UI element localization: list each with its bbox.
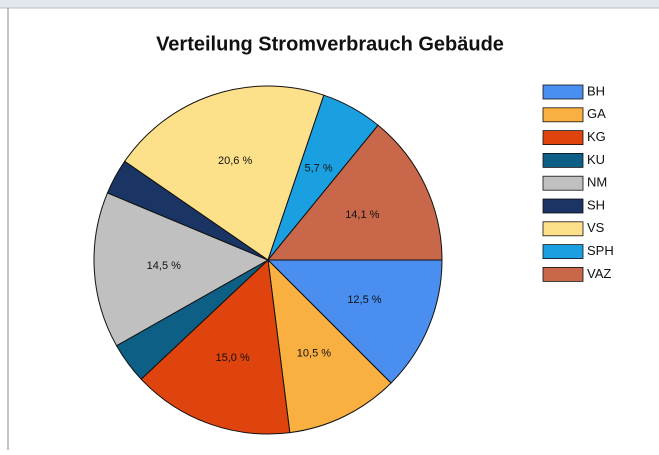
legend-swatch	[542, 175, 584, 191]
legend-swatch	[542, 84, 584, 100]
data-label: 5,7 %	[305, 163, 333, 175]
data-label: 14,5 %	[147, 260, 181, 272]
legend-label: KU	[587, 152, 605, 167]
legend-label: VS	[587, 220, 605, 235]
window-bar	[0, 0, 659, 8]
data-label: 12,5 %	[347, 294, 381, 306]
legend-swatch	[542, 107, 584, 123]
legend-label: GA	[587, 106, 606, 121]
data-label: 10,5 %	[297, 348, 331, 360]
pie-slice	[266, 259, 443, 384]
legend-swatch	[542, 130, 584, 146]
data-label: 20,6 %	[218, 155, 252, 167]
chart-title: Verteilung Stromverbrauch Gebäude	[156, 33, 504, 55]
legend-label: KG	[587, 129, 606, 144]
legend-swatch	[542, 152, 584, 168]
pie-slice	[140, 258, 291, 435]
pie-slice	[124, 85, 325, 261]
legend-label: VAZ	[587, 266, 611, 281]
legend-label: BH	[587, 83, 605, 98]
data-label: 14,1 %	[345, 209, 379, 221]
legend-swatch	[542, 198, 584, 214]
legend-label: NM	[587, 175, 607, 190]
pie-slice	[93, 192, 270, 347]
legend-swatch	[542, 244, 584, 260]
pie-slice	[266, 124, 443, 261]
data-label: 15,0 %	[216, 352, 250, 364]
legend-label: SPH	[587, 243, 614, 258]
legend-swatch	[542, 221, 584, 237]
legend-swatch	[542, 266, 584, 282]
pie-slice	[267, 258, 392, 434]
legend-label: SH	[587, 197, 605, 212]
